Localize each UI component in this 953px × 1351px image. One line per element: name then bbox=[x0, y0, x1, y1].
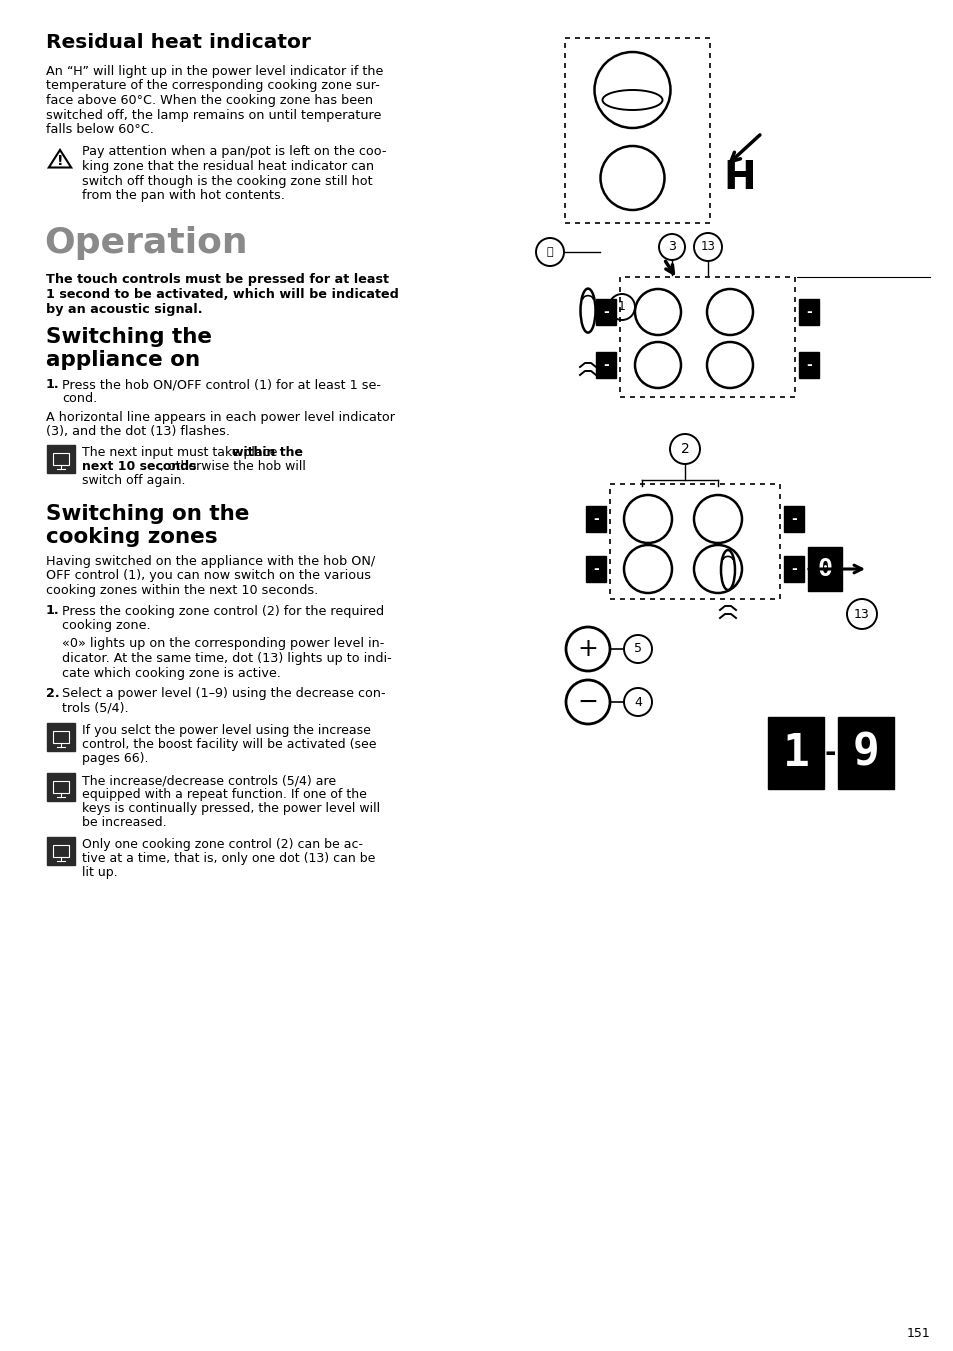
FancyBboxPatch shape bbox=[585, 507, 605, 532]
FancyBboxPatch shape bbox=[596, 353, 616, 378]
FancyBboxPatch shape bbox=[783, 557, 803, 582]
Text: 5: 5 bbox=[634, 643, 641, 655]
Text: switch off again.: switch off again. bbox=[82, 474, 185, 486]
FancyBboxPatch shape bbox=[47, 838, 75, 865]
Text: tive at a time, that is, only one dot (13) can be: tive at a time, that is, only one dot (1… bbox=[82, 852, 375, 865]
FancyBboxPatch shape bbox=[52, 453, 70, 465]
FancyBboxPatch shape bbox=[52, 781, 70, 793]
Text: within the: within the bbox=[233, 446, 303, 459]
Text: equipped with a repeat function. If one of the: equipped with a repeat function. If one … bbox=[82, 788, 367, 801]
Text: cooking zone.: cooking zone. bbox=[62, 619, 151, 632]
Text: 1.: 1. bbox=[46, 378, 59, 390]
Text: cate which cooking zone is active.: cate which cooking zone is active. bbox=[62, 666, 280, 680]
Text: lit up.: lit up. bbox=[82, 866, 117, 880]
Text: The touch controls must be pressed for at least: The touch controls must be pressed for a… bbox=[46, 273, 389, 286]
Text: dicator. At the same time, dot (13) lights up to indi-: dicator. At the same time, dot (13) ligh… bbox=[62, 653, 392, 665]
FancyBboxPatch shape bbox=[837, 717, 893, 789]
Text: keys is continually pressed, the power level will: keys is continually pressed, the power l… bbox=[82, 802, 379, 815]
Text: appliance on: appliance on bbox=[46, 350, 200, 370]
Text: cond.: cond. bbox=[62, 393, 97, 405]
FancyBboxPatch shape bbox=[799, 299, 818, 326]
Text: OFF control (1), you can now switch on the various: OFF control (1), you can now switch on t… bbox=[46, 570, 371, 582]
Bar bbox=[564, 38, 709, 223]
Text: Having switched on the appliance with the hob ON/: Having switched on the appliance with th… bbox=[46, 555, 375, 567]
Text: +: + bbox=[577, 638, 598, 661]
Text: -: - bbox=[790, 562, 796, 576]
Text: 2.: 2. bbox=[46, 688, 59, 700]
Text: -: - bbox=[593, 512, 598, 526]
Text: 3: 3 bbox=[667, 240, 676, 254]
Text: , otherwise the hob will: , otherwise the hob will bbox=[160, 459, 306, 473]
Bar bbox=[609, 484, 780, 598]
Text: Switching the: Switching the bbox=[46, 327, 212, 347]
Text: Operation: Operation bbox=[44, 226, 248, 259]
Text: next 10 seconds: next 10 seconds bbox=[82, 459, 196, 473]
Text: 9: 9 bbox=[852, 731, 879, 774]
FancyBboxPatch shape bbox=[807, 547, 841, 590]
FancyBboxPatch shape bbox=[47, 773, 75, 801]
Text: 0: 0 bbox=[817, 557, 832, 581]
Text: 1 second to be activated, which will be indicated: 1 second to be activated, which will be … bbox=[46, 288, 398, 301]
FancyBboxPatch shape bbox=[52, 846, 70, 857]
Text: Only one cooking zone control (2) can be ac-: Only one cooking zone control (2) can be… bbox=[82, 838, 363, 851]
Text: falls below 60°C.: falls below 60°C. bbox=[46, 123, 153, 136]
Text: Press the cooking zone control (2) for the required: Press the cooking zone control (2) for t… bbox=[62, 604, 384, 617]
Text: cooking zones: cooking zones bbox=[46, 527, 217, 547]
Text: !: ! bbox=[56, 154, 63, 168]
Text: trols (5/4).: trols (5/4). bbox=[62, 701, 129, 715]
Text: -: - bbox=[805, 358, 811, 372]
Text: 151: 151 bbox=[905, 1327, 929, 1340]
Text: ⏻: ⏻ bbox=[546, 247, 553, 257]
Text: Switching on the: Switching on the bbox=[46, 504, 249, 524]
Text: -: - bbox=[805, 305, 811, 319]
Text: An “H” will light up in the power level indicator if the: An “H” will light up in the power level … bbox=[46, 65, 383, 78]
Text: by an acoustic signal.: by an acoustic signal. bbox=[46, 303, 202, 316]
Text: The next input must take place: The next input must take place bbox=[82, 446, 281, 459]
Text: A horizontal line appears in each power level indicator: A horizontal line appears in each power … bbox=[46, 411, 395, 424]
Text: switched off, the lamp remains on until temperature: switched off, the lamp remains on until … bbox=[46, 108, 381, 122]
Text: pages 66).: pages 66). bbox=[82, 753, 149, 765]
FancyBboxPatch shape bbox=[596, 299, 616, 326]
Text: -: - bbox=[790, 512, 796, 526]
Text: (3), and the dot (13) flashes.: (3), and the dot (13) flashes. bbox=[46, 426, 230, 439]
FancyBboxPatch shape bbox=[799, 353, 818, 378]
Text: The increase/decrease controls (5/4) are: The increase/decrease controls (5/4) are bbox=[82, 774, 335, 788]
Text: 4: 4 bbox=[634, 696, 641, 708]
Text: be increased.: be increased. bbox=[82, 816, 167, 830]
Text: Pay attention when a pan/pot is left on the coo-: Pay attention when a pan/pot is left on … bbox=[82, 146, 386, 158]
Text: -: - bbox=[602, 305, 608, 319]
Text: −: − bbox=[577, 690, 598, 713]
Text: If you selct the power level using the increase: If you selct the power level using the i… bbox=[82, 724, 371, 738]
Text: «0» lights up on the corresponding power level in-: «0» lights up on the corresponding power… bbox=[62, 638, 384, 650]
Text: 13: 13 bbox=[853, 608, 869, 620]
FancyBboxPatch shape bbox=[52, 731, 70, 743]
Text: 13: 13 bbox=[700, 240, 715, 254]
Text: temperature of the corresponding cooking zone sur-: temperature of the corresponding cooking… bbox=[46, 80, 379, 92]
Text: control, the boost facility will be activated (see: control, the boost facility will be acti… bbox=[82, 738, 376, 751]
Text: from the pan with hot contents.: from the pan with hot contents. bbox=[82, 189, 285, 203]
Text: switch off though is the cooking zone still hot: switch off though is the cooking zone st… bbox=[82, 174, 373, 188]
FancyBboxPatch shape bbox=[767, 717, 823, 789]
Text: 1: 1 bbox=[781, 731, 808, 774]
Text: 1: 1 bbox=[618, 300, 625, 313]
FancyBboxPatch shape bbox=[783, 507, 803, 532]
FancyBboxPatch shape bbox=[47, 444, 75, 473]
Bar bbox=[619, 277, 794, 397]
FancyBboxPatch shape bbox=[47, 723, 75, 751]
Text: king zone that the residual heat indicator can: king zone that the residual heat indicat… bbox=[82, 159, 374, 173]
Text: Press the hob ON/OFF control (1) for at least 1 se-: Press the hob ON/OFF control (1) for at … bbox=[62, 378, 380, 390]
Text: H: H bbox=[723, 159, 756, 197]
Text: face above 60°C. When the cooking zone has been: face above 60°C. When the cooking zone h… bbox=[46, 95, 373, 107]
Text: -: - bbox=[602, 358, 608, 372]
Text: -: - bbox=[593, 562, 598, 576]
Text: cooking zones within the next 10 seconds.: cooking zones within the next 10 seconds… bbox=[46, 584, 318, 597]
Text: Residual heat indicator: Residual heat indicator bbox=[46, 32, 311, 51]
Text: Select a power level (1–9) using the decrease con-: Select a power level (1–9) using the dec… bbox=[62, 688, 385, 700]
Text: 2: 2 bbox=[679, 442, 689, 457]
Text: -: - bbox=[823, 739, 835, 767]
Text: 1.: 1. bbox=[46, 604, 59, 617]
FancyBboxPatch shape bbox=[585, 557, 605, 582]
